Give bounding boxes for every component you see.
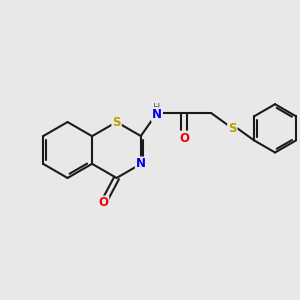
Text: H: H [153,103,161,113]
Text: S: S [112,116,121,128]
Text: N: N [152,108,162,121]
Text: O: O [179,132,189,145]
Text: S: S [228,122,237,135]
Text: N: N [136,158,146,170]
Text: O: O [98,196,108,209]
